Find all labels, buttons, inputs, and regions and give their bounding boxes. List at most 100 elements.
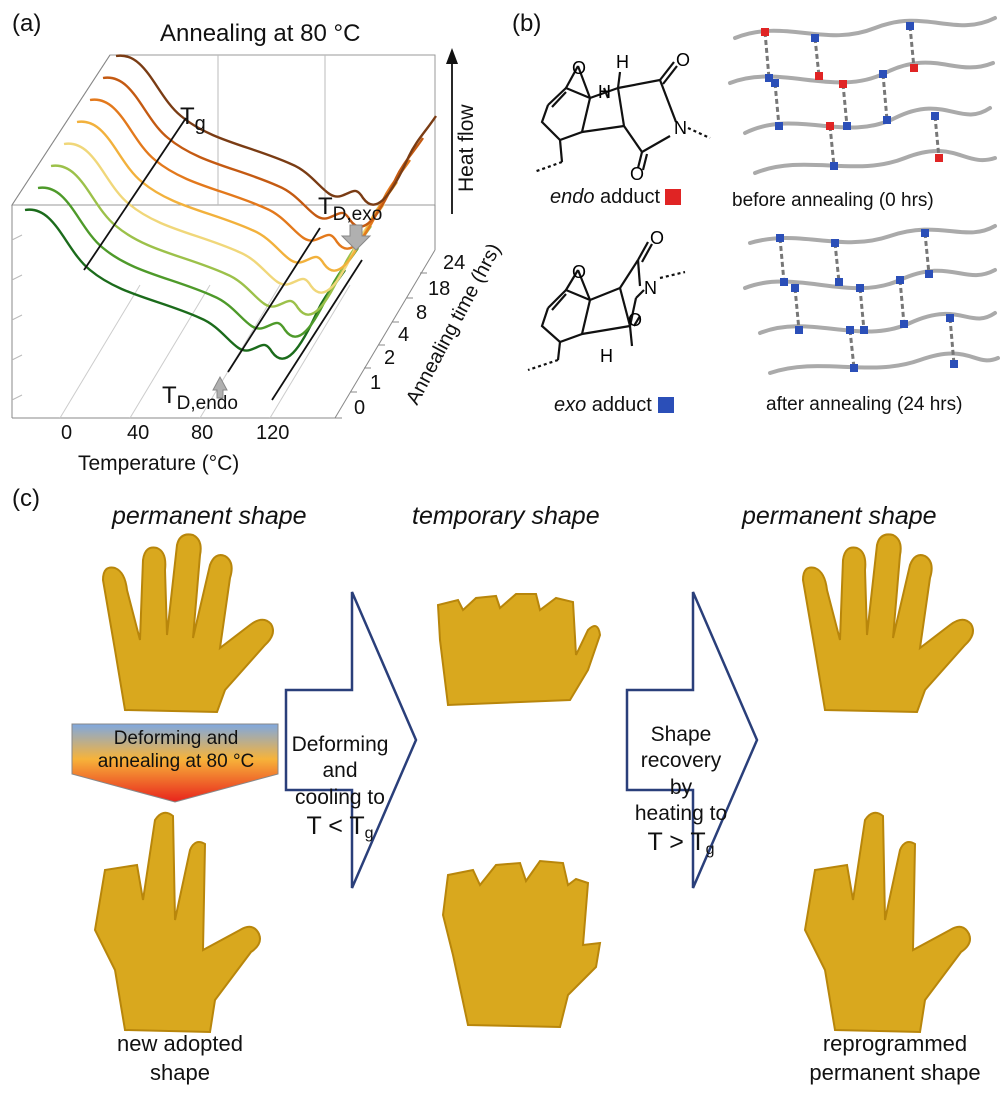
adduct-marker <box>831 239 839 247</box>
crosslink <box>833 242 841 283</box>
heat-flow-label: Heat flow <box>455 104 478 192</box>
new-adopted-caption: new adopted shape <box>117 1031 243 1085</box>
svg-text:H: H <box>598 82 611 102</box>
time-tick: 24 <box>443 252 466 274</box>
svg-text:H: H <box>616 52 629 72</box>
svg-text:O: O <box>630 164 644 184</box>
adduct-marker <box>856 284 864 292</box>
svg-text:O: O <box>572 58 586 78</box>
time-tick: 2 <box>384 347 396 369</box>
td-exo-annotation: TD,exo <box>318 193 383 225</box>
crosslink <box>881 73 889 121</box>
hand-temporary-2 <box>441 859 602 1029</box>
adduct-marker <box>900 320 908 328</box>
crosslink <box>858 287 866 331</box>
crosslink <box>933 115 941 159</box>
adduct-marker <box>931 112 939 120</box>
adduct-marker <box>771 79 779 87</box>
crosslink <box>923 232 931 275</box>
crosslink <box>813 37 821 77</box>
svg-text:O: O <box>650 230 664 248</box>
endo-legend-swatch <box>665 189 681 205</box>
heating-arrow-text: Shape recovery by heating to T > Tg <box>634 723 728 858</box>
adduct-marker <box>765 74 773 82</box>
after-annealing-label: after annealing (24 hrs) <box>766 394 963 415</box>
crosslink <box>793 287 801 331</box>
adduct-marker <box>921 229 929 237</box>
adduct-marker <box>826 122 834 130</box>
adduct-marker <box>839 80 847 88</box>
td-exo-arrow-icon <box>340 224 372 251</box>
dsc-chart <box>11 48 458 419</box>
time-tick: 4 <box>398 324 410 346</box>
adduct-marker <box>811 34 819 42</box>
adduct-marker <box>860 326 868 334</box>
adduct-marker <box>776 234 784 242</box>
crosslink <box>948 317 956 365</box>
chart-box <box>11 54 436 419</box>
exo-structure: O O N O H <box>527 230 686 372</box>
exo-legend-swatch <box>658 397 674 413</box>
svg-text:N: N <box>674 118 687 138</box>
crosslink <box>841 83 849 127</box>
temp-tick: 80 <box>191 422 214 444</box>
time-tick: 0 <box>354 397 366 419</box>
svg-text:O: O <box>676 50 690 70</box>
tg-annotation: Tg <box>180 103 206 135</box>
adduct-marker <box>925 270 933 278</box>
adduct-marker <box>879 70 887 78</box>
td-line-1 <box>227 227 321 373</box>
hand-temporary-1 <box>436 593 602 707</box>
adduct-marker <box>761 28 769 36</box>
cooling-arrow-text: Deforming and cooling to T < Tg <box>291 733 389 842</box>
time-tick: 18 <box>428 278 451 300</box>
adduct-marker <box>775 122 783 130</box>
cooling-arrow-icon <box>284 591 418 889</box>
adduct-marker <box>791 284 799 292</box>
crosslink <box>848 329 856 369</box>
panel-a-label: (a) <box>12 10 42 37</box>
adduct-marker <box>910 64 918 72</box>
adduct-marker <box>835 278 843 286</box>
tg-line <box>83 117 187 271</box>
adduct-marker <box>830 162 838 170</box>
crosslink <box>773 82 781 127</box>
adduct-marker <box>795 326 803 334</box>
svg-text:O: O <box>628 310 642 330</box>
hand-reprogrammed <box>803 811 971 1034</box>
adduct-marker <box>946 314 954 322</box>
deforming-annealing-text: Deforming and annealing at 80 °C <box>97 728 255 772</box>
td-endo-annotation: TD,endo <box>162 382 238 414</box>
heat-flow-arrow-icon <box>446 48 458 64</box>
permanent-shape-caption-2: permanent shape <box>742 502 937 530</box>
crosslink <box>898 279 906 325</box>
adduct-marker <box>815 72 823 80</box>
svg-text:O: O <box>572 262 586 282</box>
adduct-marker <box>935 154 943 162</box>
td-endo-arrow-icon <box>212 375 228 399</box>
adduct-marker <box>850 364 858 372</box>
heating-arrow-icon <box>625 591 759 889</box>
crosslink <box>763 31 771 79</box>
svg-text:H: H <box>600 346 613 366</box>
network-before <box>728 16 997 175</box>
temporary-shape-caption: temporary shape <box>412 502 600 530</box>
hand-permanent-2 <box>801 533 974 714</box>
endo-structure: O H H O N O <box>533 50 711 184</box>
panel-c-label: (c) <box>12 485 40 512</box>
dsc-curve <box>115 54 437 206</box>
adduct-marker <box>846 326 854 334</box>
adduct-marker <box>780 278 788 286</box>
panel-b-label: (b) <box>512 10 542 37</box>
adduct-marker <box>896 276 904 284</box>
exo-adduct-label: exo adduct = <box>554 394 670 416</box>
adduct-marker <box>843 122 851 130</box>
hand-permanent-1 <box>101 533 274 714</box>
crosslink <box>828 125 836 167</box>
temp-tick: 120 <box>256 422 290 444</box>
reprogrammed-caption: reprogrammed permanent shape <box>809 1031 981 1085</box>
panel-a-title: Annealing at 80 °C <box>160 20 361 47</box>
crosslink <box>778 237 786 283</box>
before-annealing-label: before annealing (0 hrs) <box>732 190 934 211</box>
adduct-marker <box>950 360 958 368</box>
